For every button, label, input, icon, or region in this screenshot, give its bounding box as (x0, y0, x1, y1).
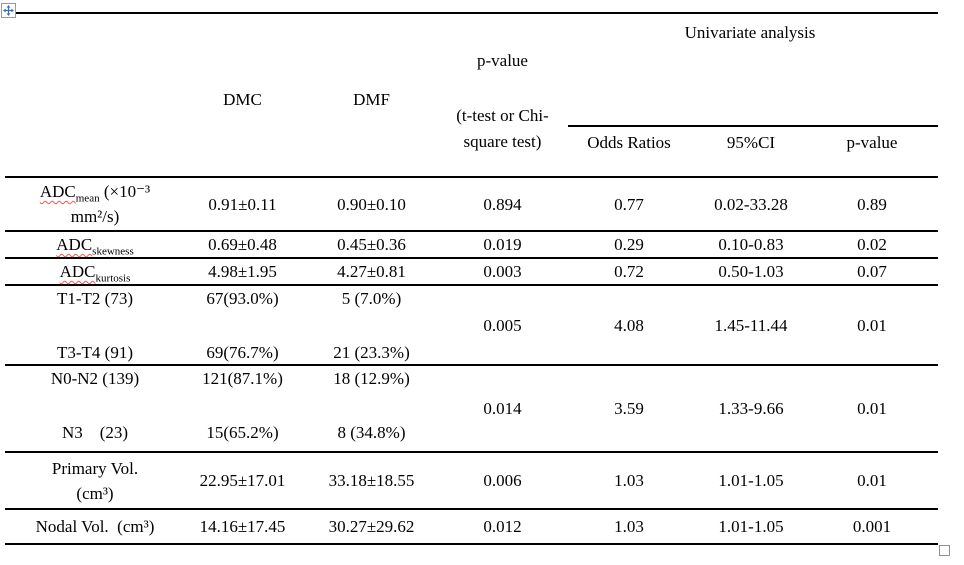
cell-ci: 1.01-1.05 (718, 471, 784, 490)
cell-dmc: 0.91±0.11 (208, 194, 277, 214)
cell-dmc: 121(87.1%) 15(65.2%) (202, 369, 283, 442)
cell-pvalue-univariate: 0.02 (857, 235, 887, 254)
cell-ci: 1.45-11.44 (714, 315, 788, 335)
cell-dmf: 4.27±0.81 (337, 262, 406, 281)
cell-odds-ratio: 0.29 (614, 235, 644, 254)
univariate-group-divider (568, 125, 938, 127)
cell-dmc: 67(93.0%) 69(76.7%) (206, 289, 279, 362)
cell-dmc: 0.69±0.48 (208, 235, 277, 254)
cell-dmf: 0.45±0.36 (337, 235, 406, 254)
cell-pvalue-univariate: 0.07 (857, 262, 887, 281)
cell-odds-ratio: 0.72 (614, 262, 644, 281)
header-odds-ratios: Odds Ratios (587, 133, 671, 152)
cell-ci: 1.01-1.05 (718, 517, 784, 536)
cell-ci: 1.33-9.66 (718, 399, 784, 418)
table-row-nodal-vol: Nodal Vol. (cm³) 14.16±17.45 30.27±29.62… (5, 510, 938, 545)
cell-pvalue-univariate: 0.89 (857, 194, 887, 214)
cell-dmf: 18 (12.9%) 8 (34.8%) (333, 369, 410, 442)
row-label-subscript: kurtosis (95, 272, 131, 285)
cell-dmf: 5 (7.0%) 21 (23.3%) (333, 289, 410, 362)
row-label: Primary Vol. (cm³) (51, 458, 139, 503)
cell-dmc: 4.98±1.95 (208, 262, 277, 281)
cell-ci: 0.02-33.28 (714, 194, 788, 214)
cell-pvalue-univariate: 0.01 (857, 471, 887, 490)
header-pvalue-line1: p-value (477, 51, 528, 70)
cell-pvalue: 0.894 (483, 194, 522, 214)
cell-odds-ratio: 1.03 (614, 471, 644, 490)
univariate-analysis-table: Univariate analysis DMC DMF p-value (t-t… (5, 12, 938, 545)
table-row-adc-skewness: ADCskewness 0.69±0.48 0.45±0.36 0.019 0.… (5, 232, 938, 259)
row-label: T1-T2 (73) T3-T4 (91) (56, 289, 133, 362)
cell-pvalue: 0.003 (483, 262, 522, 281)
row-label: N0-N2 (139) N3 (23) (50, 369, 140, 442)
table-row-t-stage: T1-T2 (73) T3-T4 (91) 67(93.0%) 69(76.7%… (5, 286, 938, 366)
table-resize-handle[interactable] (939, 545, 950, 556)
row-label-subscript: mean (75, 192, 100, 205)
cell-pvalue: 0.019 (483, 235, 522, 254)
header-pvalue-univariate: p-value (846, 133, 898, 152)
cell-dmf: 0.90±0.10 (337, 194, 406, 214)
cell-pvalue-univariate: 0.01 (857, 315, 887, 335)
table-row-adc-kurtosis: ADCkurtosis 4.98±1.95 4.27±0.81 0.003 0.… (5, 259, 938, 286)
header-pvalue-line2: (t-test or Chi- (456, 106, 549, 125)
table-header: Univariate analysis DMC DMF p-value (t-t… (5, 14, 938, 178)
cell-pvalue: 0.012 (483, 517, 522, 536)
cell-dmc: 22.95±17.01 (199, 471, 286, 490)
table-row-n-stage: N0-N2 (139) N3 (23) 121(87.1%) 15(65.2%)… (5, 366, 938, 453)
cell-odds-ratio: 4.08 (614, 315, 644, 335)
cell-odds-ratio: 1.03 (614, 517, 644, 536)
table-row-primary-vol: Primary Vol. (cm³) 22.95±17.01 33.18±18.… (5, 453, 938, 510)
header-univariate-analysis: Univariate analysis (684, 23, 816, 42)
row-label: ADCskewness (56, 235, 134, 258)
cell-dmf: 30.27±29.62 (328, 517, 415, 536)
header-pvalue-line3: square test) (463, 132, 542, 151)
cell-odds-ratio: 3.59 (614, 399, 644, 418)
row-label: ADCmean (×10⁻³ mm²/s) (39, 182, 151, 226)
cell-odds-ratio: 0.77 (614, 194, 644, 214)
cell-pvalue-univariate: 0.001 (852, 517, 892, 536)
cell-pvalue: 0.014 (483, 399, 522, 418)
cell-dmc: 14.16±17.45 (199, 517, 286, 536)
header-dmf: DMF (353, 90, 390, 109)
cell-pvalue-univariate: 0.01 (857, 399, 887, 418)
cell-pvalue: 0.006 (483, 471, 522, 490)
cell-dmf: 33.18±18.55 (328, 471, 415, 490)
cell-ci: 0.50-1.03 (718, 262, 784, 281)
header-dmc: DMC (223, 90, 262, 109)
cell-pvalue: 0.005 (483, 315, 522, 335)
row-label-subscript: skewness (92, 245, 134, 258)
table-row-adc-mean: ADCmean (×10⁻³ mm²/s) 0.91±0.11 0.90±0.1… (5, 178, 938, 232)
row-label: Nodal Vol. (cm³) (35, 517, 155, 536)
row-label: ADCkurtosis (59, 262, 131, 285)
cell-ci: 0.10-0.83 (718, 235, 784, 254)
header-95ci: 95%CI (726, 133, 776, 152)
four-way-arrow-icon (3, 5, 14, 16)
table-move-handle[interactable] (1, 3, 16, 18)
